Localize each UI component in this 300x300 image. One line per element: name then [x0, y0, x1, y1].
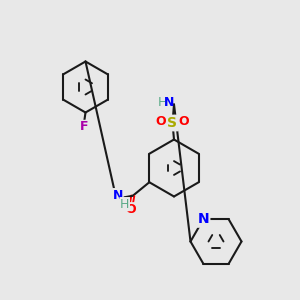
Text: F: F [80, 120, 88, 134]
Text: H: H [158, 96, 167, 110]
Text: O: O [125, 203, 136, 216]
Text: N: N [112, 189, 123, 202]
Text: H: H [120, 198, 129, 211]
Text: O: O [156, 115, 167, 128]
Text: S: S [167, 116, 178, 130]
Text: O: O [178, 115, 189, 128]
Text: N: N [164, 96, 174, 110]
Text: N: N [197, 212, 209, 226]
